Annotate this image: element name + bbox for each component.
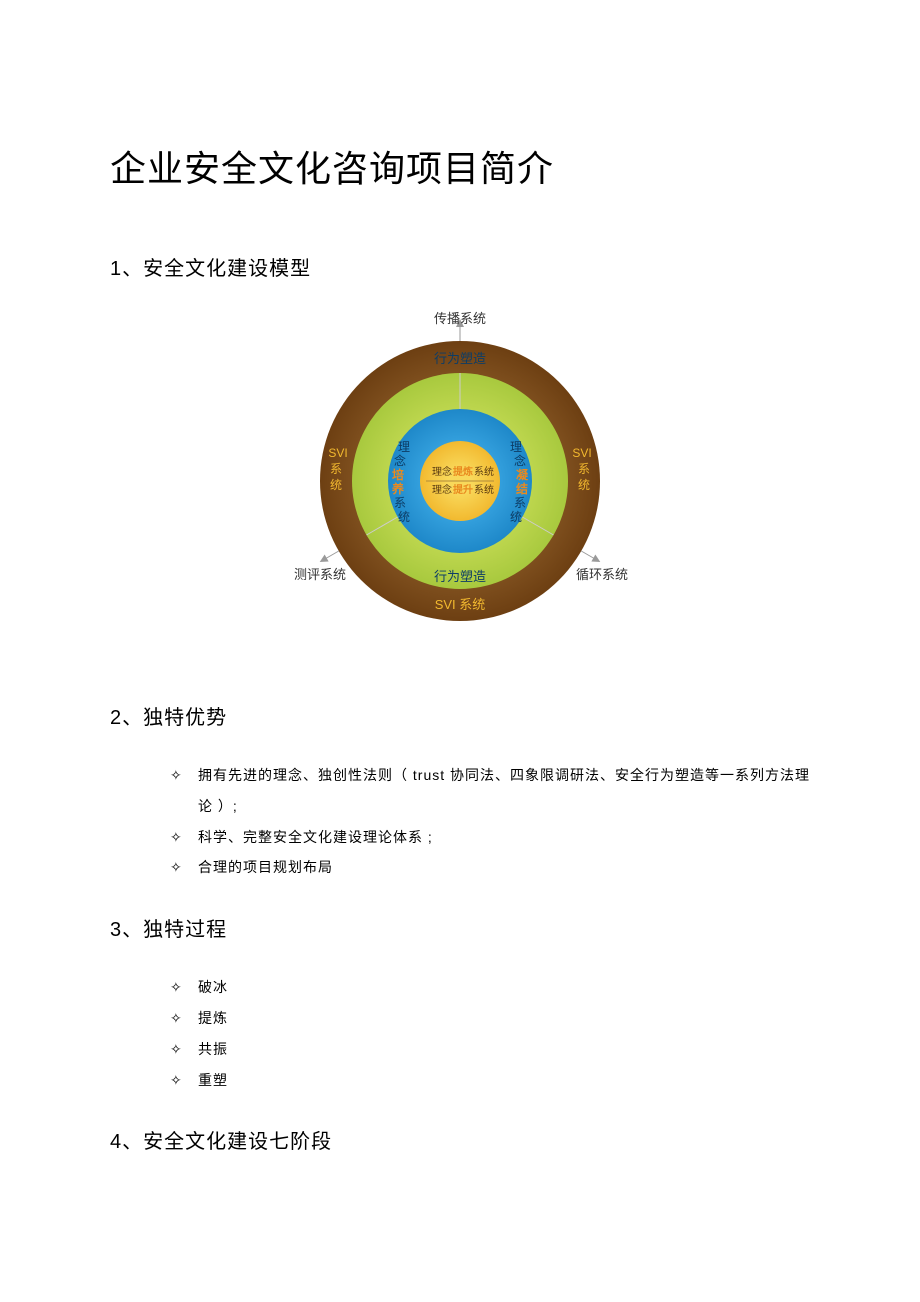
brown-right-1: SVI <box>572 446 591 460</box>
list-item: 提炼 <box>170 1003 810 1034</box>
svg-text:系: 系 <box>514 496 526 510</box>
svg-text:养: 养 <box>391 481 404 496</box>
list-item: 科学、完整安全文化建设理论体系 ; <box>170 822 810 853</box>
section-1: 1、安全文化建设模型 <box>110 252 810 631</box>
list-item: 重塑 <box>170 1065 810 1096</box>
brown-top-label: 行为塑造 <box>434 351 486 366</box>
svg-text:统: 统 <box>398 510 410 524</box>
brown-bottom-label: 行为塑造 <box>434 569 486 584</box>
outer-top-label: 传播系统 <box>434 311 486 326</box>
svg-text:念: 念 <box>514 453 526 468</box>
list-item: 拥有先进的理念、独创性法则（ trust 协同法、四象限调研法、安全行为塑造等一… <box>170 760 810 822</box>
spoke-bl <box>579 548 602 566</box>
brown-right-2: 系 <box>578 462 590 476</box>
core-line2: 理念 提升 系统 <box>432 483 494 496</box>
svg-text:系统: 系统 <box>474 483 494 496</box>
section-2-heading: 2、独特优势 <box>110 701 810 730</box>
brown-left-2: 系 <box>330 462 342 476</box>
list-item: 共振 <box>170 1034 810 1065</box>
outer-br-label: 循环系统 <box>576 567 628 582</box>
svg-text:统: 统 <box>510 510 522 524</box>
section-3-heading: 3、独特过程 <box>110 913 810 942</box>
document-page: 企业安全文化咨询项目简介 1、安全文化建设模型 <box>0 0 920 1302</box>
svg-text:结: 结 <box>516 481 528 496</box>
brown-left-3: 统 <box>330 478 342 492</box>
list-item: 破冰 <box>170 972 810 1003</box>
brown-svi-bottom: SVI 系统 <box>435 597 486 612</box>
outer-bl-label: 测评系统 <box>294 567 346 582</box>
svg-text:念: 念 <box>394 453 406 468</box>
section-3: 3、独特过程 破冰 提炼 共振 重塑 <box>110 913 810 1095</box>
brown-right-3: 统 <box>578 478 590 492</box>
section-2-list: 拥有先进的理念、独创性法则（ trust 协同法、四象限调研法、安全行为塑造等一… <box>110 760 810 883</box>
spoke-br <box>318 548 341 566</box>
svg-text:提炼: 提炼 <box>453 465 473 478</box>
svg-text:提升: 提升 <box>453 483 473 496</box>
core-line1: 理念 提炼 系统 <box>432 465 494 478</box>
page-title: 企业安全文化咨询项目简介 <box>110 140 810 192</box>
brown-left-1: SVI <box>328 446 347 460</box>
svg-text:培: 培 <box>392 467 404 482</box>
section-4-heading: 4、安全文化建设七阶段 <box>110 1125 810 1154</box>
section-2: 2、独特优势 拥有先进的理念、独创性法则（ trust 协同法、四象限调研法、安… <box>110 701 810 883</box>
concentric-diagram-svg: 行为塑造 行为塑造 SVI 系统 SVI 系 统 SVI 系 统 理 念 培 <box>290 311 630 631</box>
svg-text:理: 理 <box>510 440 522 454</box>
svg-text:理念: 理念 <box>432 483 452 496</box>
svg-text:系统: 系统 <box>474 465 494 478</box>
svg-text:凝: 凝 <box>516 467 529 482</box>
svg-text:系: 系 <box>394 496 406 510</box>
section-4: 4、安全文化建设七阶段 <box>110 1125 810 1154</box>
section-3-list: 破冰 提炼 共振 重塑 <box>110 972 810 1095</box>
list-item: 合理的项目规划布局 <box>170 852 810 883</box>
model-diagram: 行为塑造 行为塑造 SVI 系统 SVI 系 统 SVI 系 统 理 念 培 <box>110 311 810 631</box>
svg-text:理: 理 <box>398 440 410 454</box>
section-1-heading: 1、安全文化建设模型 <box>110 252 810 281</box>
svg-text:理念: 理念 <box>432 465 452 478</box>
